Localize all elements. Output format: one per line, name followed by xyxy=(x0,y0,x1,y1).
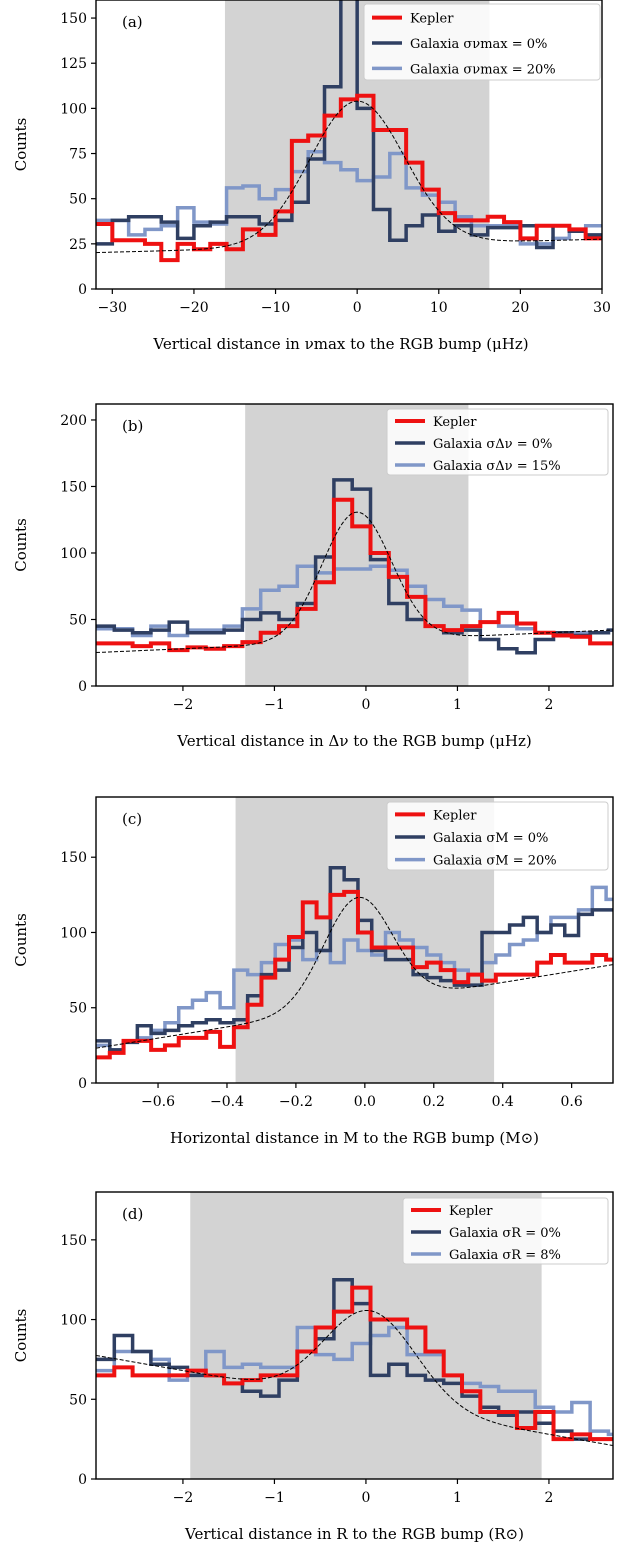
legend-entry-3: Galaxia σM = 20% xyxy=(433,854,557,869)
x-tick-label: 1 xyxy=(453,1490,462,1506)
x-tick-label: −0.2 xyxy=(279,1094,313,1110)
legend-box xyxy=(402,1197,609,1265)
legend-entry-1: Kepler xyxy=(433,415,477,430)
axes-frame xyxy=(95,403,614,687)
galaxia-0pct-histogram xyxy=(96,865,613,1052)
gaussian-fit-curve xyxy=(96,896,613,1049)
x-tick-label: 0.6 xyxy=(561,1094,583,1110)
legend-entry-3: Galaxia σR = 8% xyxy=(449,1248,561,1263)
legend-box xyxy=(386,408,609,476)
y-tick-label: 150 xyxy=(60,11,87,27)
y-tick-label: 150 xyxy=(60,1233,87,1249)
x-tick-label: 10 xyxy=(430,300,448,316)
legend-entry-2: Galaxia σM = 0% xyxy=(433,831,548,846)
y-tick-label: 100 xyxy=(60,925,87,941)
legend-entry-1: Kepler xyxy=(433,808,477,823)
gaussian-fit-curve xyxy=(96,100,602,254)
y-axis-label: Counts xyxy=(12,913,30,967)
kepler-histogram xyxy=(96,889,613,1060)
x-tick-label: −0.6 xyxy=(141,1094,175,1110)
x-tick-label: −0.4 xyxy=(210,1094,244,1110)
galaxia-err-histogram xyxy=(96,149,602,246)
panel-1: −30 −20 −10 0 10 20 30 0 25 50 75 100 125 150 Vertical… xyxy=(12,0,611,353)
y-tick-label: 50 xyxy=(69,192,87,208)
gaussian-fit-curve xyxy=(96,511,613,654)
y-axis-label: Counts xyxy=(12,118,30,172)
panel-4: −2 −1 0 1 2 0 50 100 150 Vertical distance in R t… xyxy=(12,1191,614,1543)
x-tick-label: 0 xyxy=(361,1490,370,1506)
y-tick-label: 25 xyxy=(69,237,87,253)
x-tick-label: −20 xyxy=(179,300,209,316)
x-tick-label: −2 xyxy=(173,697,194,713)
legend-entry-3: Galaxia σνmax = 20% xyxy=(410,62,556,77)
legend-entry-3: Galaxia σΔν = 15% xyxy=(433,459,561,474)
x-tick-label: 0 xyxy=(361,697,370,713)
legend-entry-2: Galaxia σνmax = 0% xyxy=(410,37,547,52)
y-tick-label: 50 xyxy=(69,612,87,628)
y-axis-label: Counts xyxy=(12,518,30,572)
panel-label: (c) xyxy=(122,810,142,828)
y-tick-label: 100 xyxy=(60,101,87,117)
y-tick-label: 0 xyxy=(78,679,87,695)
legend: Kepler Galaxia σνmax = 0% Galaxia σνmax = … xyxy=(363,3,601,81)
y-tick-label: 0 xyxy=(78,282,87,298)
x-tick-label: 0 xyxy=(353,300,362,316)
galaxia-err-histogram xyxy=(96,885,613,1052)
y-tick-label: 125 xyxy=(60,56,87,72)
x-tick-label: −30 xyxy=(98,300,128,316)
legend-entry-1: Kepler xyxy=(410,12,454,27)
axes-frame xyxy=(95,0,603,290)
y-tick-label: 200 xyxy=(60,413,87,429)
panel-2: −2 −1 0 1 2 0 50 100 150 200 Vertical distance in … xyxy=(12,403,614,750)
x-axis-label: Vertical distance in R to the RGB bump (… xyxy=(184,1525,524,1543)
x-tick-label: 0.2 xyxy=(423,1094,445,1110)
legend-entry-2: Galaxia σΔν = 0% xyxy=(433,437,552,452)
x-tick-label: 2 xyxy=(544,697,553,713)
legend: Kepler Galaxia σM = 0% Galaxia σM = 20% xyxy=(386,801,609,871)
y-tick-label: 50 xyxy=(69,1392,87,1408)
x-tick-label: −10 xyxy=(261,300,291,316)
y-tick-label: 150 xyxy=(60,479,87,495)
y-tick-label: 0 xyxy=(78,1076,87,1092)
x-axis-label: Vertical distance in Δν to the RGB bump … xyxy=(176,732,531,750)
x-axis-label: Vertical distance in νmax to the RGB bum… xyxy=(152,335,528,353)
y-tick-label: 0 xyxy=(78,1472,87,1488)
x-tick-label: 2 xyxy=(544,1490,553,1506)
legend-entry-1: Kepler xyxy=(449,1204,493,1219)
kepler-histogram xyxy=(96,93,602,263)
y-tick-label: 100 xyxy=(60,546,87,562)
panel-3: −0.6 −0.4 −0.2 0.0 0.2 0.4 0.6 0 50 100 150 Horizon… xyxy=(12,796,614,1147)
galaxia-0pct-histogram xyxy=(96,478,613,655)
x-tick-label: −1 xyxy=(264,697,285,713)
legend: Kepler Galaxia σΔν = 0% Galaxia σΔν = 15% xyxy=(386,408,609,476)
legend-box xyxy=(386,801,609,871)
panel-label: (a) xyxy=(122,13,143,31)
y-axis-label: Counts xyxy=(12,1309,30,1363)
axes-frame xyxy=(95,796,614,1084)
x-tick-label: −1 xyxy=(264,1490,285,1506)
x-tick-label: 30 xyxy=(593,300,611,316)
kepler-histogram xyxy=(96,1285,613,1442)
y-tick-label: 100 xyxy=(60,1313,87,1329)
panel-label: (d) xyxy=(122,1205,143,1223)
axes-frame xyxy=(95,1191,614,1480)
x-tick-label: 20 xyxy=(511,300,529,316)
legend-entry-2: Galaxia σR = 0% xyxy=(449,1226,561,1241)
x-tick-label: 0.4 xyxy=(492,1094,514,1110)
x-tick-label: 0.0 xyxy=(354,1094,376,1110)
x-tick-label: 1 xyxy=(453,697,462,713)
x-tick-label: −2 xyxy=(173,1490,194,1506)
y-tick-label: 75 xyxy=(69,147,87,163)
panel-label: (b) xyxy=(122,417,143,435)
legend: Kepler Galaxia σR = 0% Galaxia σR = 8% xyxy=(402,1197,609,1265)
y-tick-label: 150 xyxy=(60,850,87,866)
x-axis-label: Horizontal distance in M to the RGB bump… xyxy=(170,1129,539,1147)
gaussian-fit-curve xyxy=(96,1309,613,1447)
y-tick-label: 50 xyxy=(69,1001,87,1017)
legend-box xyxy=(363,3,601,81)
kepler-histogram xyxy=(96,497,613,653)
